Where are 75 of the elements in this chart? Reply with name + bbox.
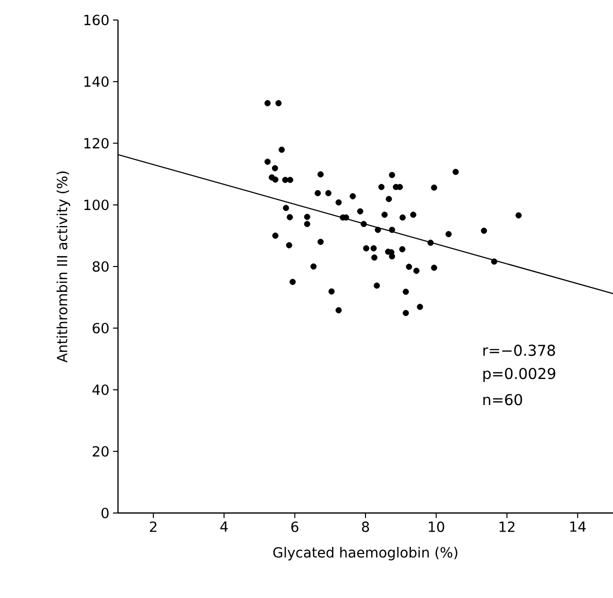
point bbox=[314, 190, 321, 196]
point bbox=[396, 184, 403, 190]
point bbox=[413, 268, 420, 274]
point bbox=[400, 214, 406, 221]
point bbox=[406, 264, 412, 270]
x-tick-label: 10 bbox=[428, 521, 444, 532]
point bbox=[416, 304, 424, 310]
point bbox=[370, 245, 377, 252]
point bbox=[452, 168, 459, 175]
annotation: r=−0.378 bbox=[483, 344, 555, 356]
point bbox=[374, 226, 381, 233]
point bbox=[325, 190, 332, 196]
point bbox=[328, 288, 335, 295]
point bbox=[374, 282, 380, 289]
x-axis-title: Glycated haemoglobin (%) bbox=[273, 546, 458, 560]
point bbox=[318, 171, 324, 178]
point bbox=[304, 214, 310, 220]
point bbox=[272, 232, 278, 239]
y-tick-label: 100 bbox=[84, 200, 109, 210]
y-tick-label: 40 bbox=[92, 384, 109, 396]
x-tick-label: 14 bbox=[570, 521, 586, 532]
point bbox=[275, 100, 282, 106]
point bbox=[371, 254, 378, 261]
point bbox=[402, 310, 409, 316]
point bbox=[360, 220, 367, 228]
point bbox=[410, 212, 416, 218]
point bbox=[272, 176, 278, 183]
point bbox=[264, 100, 271, 106]
point bbox=[431, 184, 438, 191]
point bbox=[399, 246, 406, 252]
point bbox=[290, 278, 296, 285]
point bbox=[388, 172, 396, 178]
y-tick-label: 20 bbox=[92, 446, 109, 457]
point bbox=[272, 165, 278, 172]
x-tick-label: 12 bbox=[500, 521, 514, 532]
x-tick-label: 8 bbox=[362, 521, 369, 532]
point bbox=[388, 226, 396, 233]
y-axis-title: Antithrombin III activity (%) bbox=[56, 172, 70, 363]
point bbox=[282, 204, 290, 212]
point bbox=[286, 242, 292, 248]
point bbox=[286, 214, 293, 220]
point bbox=[278, 146, 285, 153]
point bbox=[318, 238, 324, 245]
point bbox=[516, 212, 522, 218]
point bbox=[402, 288, 409, 295]
point bbox=[427, 240, 434, 246]
point bbox=[386, 196, 392, 202]
y-tick-label: 160 bbox=[84, 14, 109, 26]
point bbox=[363, 245, 370, 252]
y-tick-label: 140 bbox=[84, 76, 109, 87]
y-tick-label: 60 bbox=[92, 322, 109, 334]
annotation: n=60 bbox=[483, 394, 522, 406]
x-tick-label: 2 bbox=[150, 521, 156, 532]
point bbox=[336, 307, 342, 314]
x-tick-label: 6 bbox=[291, 521, 298, 532]
point bbox=[310, 263, 317, 270]
point bbox=[304, 220, 310, 228]
annotation: p=0.0029 bbox=[483, 368, 556, 382]
point bbox=[446, 231, 452, 238]
point bbox=[378, 184, 385, 190]
point bbox=[357, 208, 364, 214]
point bbox=[264, 158, 271, 165]
point bbox=[480, 228, 488, 234]
point bbox=[336, 199, 342, 206]
point bbox=[431, 264, 438, 271]
point bbox=[388, 253, 396, 260]
y-tick-label: 80 bbox=[92, 261, 109, 272]
x-tick-label: 4 bbox=[220, 521, 228, 532]
y-tick-label: 120 bbox=[84, 138, 109, 149]
point bbox=[287, 176, 294, 183]
point bbox=[350, 193, 356, 200]
point bbox=[382, 212, 388, 218]
y-tick-label: 0 bbox=[102, 508, 109, 518]
point bbox=[491, 258, 498, 265]
point bbox=[282, 176, 288, 183]
